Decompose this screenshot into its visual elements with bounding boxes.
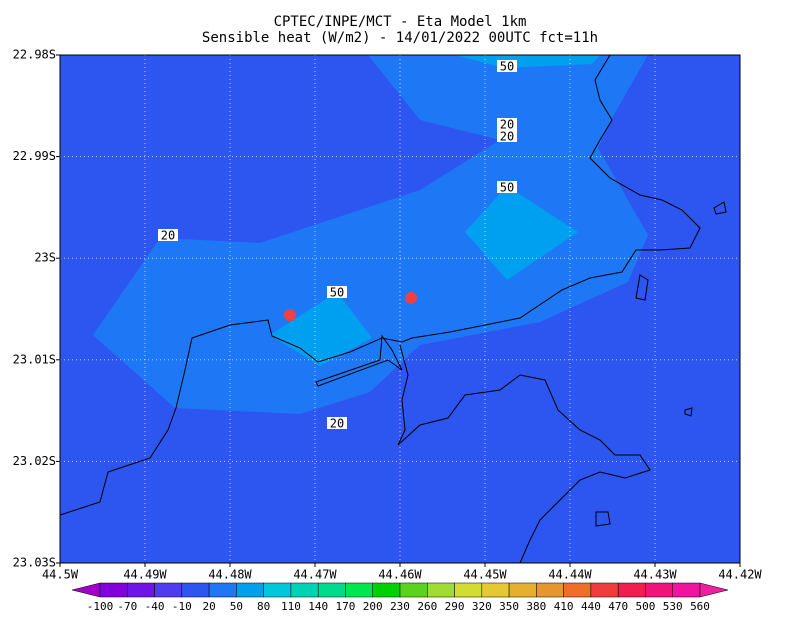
colorbar-label: -100 xyxy=(87,600,114,613)
colorbar-label: 500 xyxy=(636,600,656,613)
colorbar-label: 530 xyxy=(663,600,683,613)
colorbar-label: -40 xyxy=(145,600,165,613)
colorbar-label: 470 xyxy=(608,600,628,613)
colorbar-label: 200 xyxy=(363,600,383,613)
contour-label: 20 xyxy=(330,417,344,431)
contour-label: 50 xyxy=(500,60,514,74)
contour-label-box xyxy=(327,286,347,298)
colorbar-label: 110 xyxy=(281,600,301,613)
x-tick-label: 44.48W xyxy=(208,568,252,582)
colorbar-box xyxy=(590,582,619,598)
colorbar-box xyxy=(263,582,292,598)
colorbar-label: 260 xyxy=(417,600,437,613)
contour-band xyxy=(270,292,372,366)
colorbar-arrow xyxy=(699,582,729,598)
contour-label: 20 xyxy=(500,118,514,132)
colorbar-box xyxy=(563,582,592,598)
colorbar-label: -70 xyxy=(117,600,137,613)
contour-label-box xyxy=(327,417,347,429)
y-tick-label: 23.01S xyxy=(13,352,56,366)
colorbar-box xyxy=(127,582,155,598)
colorbar-box xyxy=(427,582,455,598)
contour-label: 50 xyxy=(500,181,514,195)
colorbar-arrow xyxy=(71,582,101,598)
chart-subtitle: Sensible heat (W/m2) - 14/01/2022 00UTC … xyxy=(202,30,598,46)
contour-label: 50 xyxy=(330,286,344,300)
x-tick-label: 44.46W xyxy=(378,568,422,582)
x-tick-label: 44.43W xyxy=(633,568,677,582)
colorbar-label: 320 xyxy=(472,600,492,613)
colorbar-label: 380 xyxy=(526,600,546,613)
colorbar-box xyxy=(99,582,128,598)
contour-label-box xyxy=(497,130,517,142)
contour-band xyxy=(465,186,578,280)
colorbar-label: 410 xyxy=(554,600,574,613)
colorbar-box xyxy=(617,582,646,598)
station-marker xyxy=(405,292,417,304)
colorbar-box xyxy=(454,582,483,598)
x-tick-label: 44.47W xyxy=(293,568,337,582)
colorbar-box xyxy=(345,582,373,598)
x-tick-label: 44.42W xyxy=(718,568,762,582)
colorbar-label: 170 xyxy=(336,600,356,613)
station-marker xyxy=(284,309,296,321)
colorbar-box xyxy=(208,582,237,598)
contour-label: 20 xyxy=(161,229,175,243)
colorbar-box xyxy=(372,582,401,598)
contour-label-box xyxy=(497,181,517,193)
y-tick-label: 23.02S xyxy=(13,454,56,468)
colorbar-label: 350 xyxy=(499,600,519,613)
x-tick-label: 44.45W xyxy=(463,568,507,582)
colorbar-label: 560 xyxy=(690,600,710,613)
chart-title: CPTEC/INPE/MCT - Eta Model 1km xyxy=(274,14,527,30)
colorbar-label: 140 xyxy=(308,600,328,613)
colorbar-box xyxy=(645,582,673,598)
colorbar-box xyxy=(317,582,346,598)
contour-label-box xyxy=(497,118,517,130)
y-tick-label: 22.99S xyxy=(13,149,56,163)
colorbar-label: 440 xyxy=(581,600,601,613)
contour-label-box xyxy=(158,229,178,241)
y-tick-label: 23.03S xyxy=(13,556,56,570)
colorbar-box xyxy=(290,582,319,598)
colorbar-box xyxy=(508,582,537,598)
colorbar-label: 290 xyxy=(445,600,465,613)
colorbar-label: 230 xyxy=(390,600,410,613)
colorbar-box xyxy=(154,582,183,598)
y-tick-label: 22.98S xyxy=(13,48,56,62)
colorbar-box xyxy=(536,582,564,598)
colorbar-label: 20 xyxy=(202,600,215,613)
x-tick-label: 44.5W xyxy=(42,568,79,582)
contour-label: 20 xyxy=(500,130,514,144)
colorbar-label: 80 xyxy=(257,600,270,613)
coastline xyxy=(60,55,727,563)
colorbar-box xyxy=(399,582,428,598)
colorbar-box xyxy=(672,582,701,598)
y-tick-label: 23S xyxy=(34,251,56,265)
contour-band xyxy=(455,55,600,68)
colorbar-box xyxy=(181,582,210,598)
x-tick-label: 44.44W xyxy=(548,568,592,582)
colorbar-box xyxy=(236,582,264,598)
colorbar-label: 50 xyxy=(230,600,243,613)
colorbar-label: -10 xyxy=(172,600,192,613)
contour-band xyxy=(93,55,648,414)
contour-label-box xyxy=(497,60,517,72)
colorbar-box xyxy=(481,582,510,598)
x-tick-label: 44.49W xyxy=(123,568,167,582)
